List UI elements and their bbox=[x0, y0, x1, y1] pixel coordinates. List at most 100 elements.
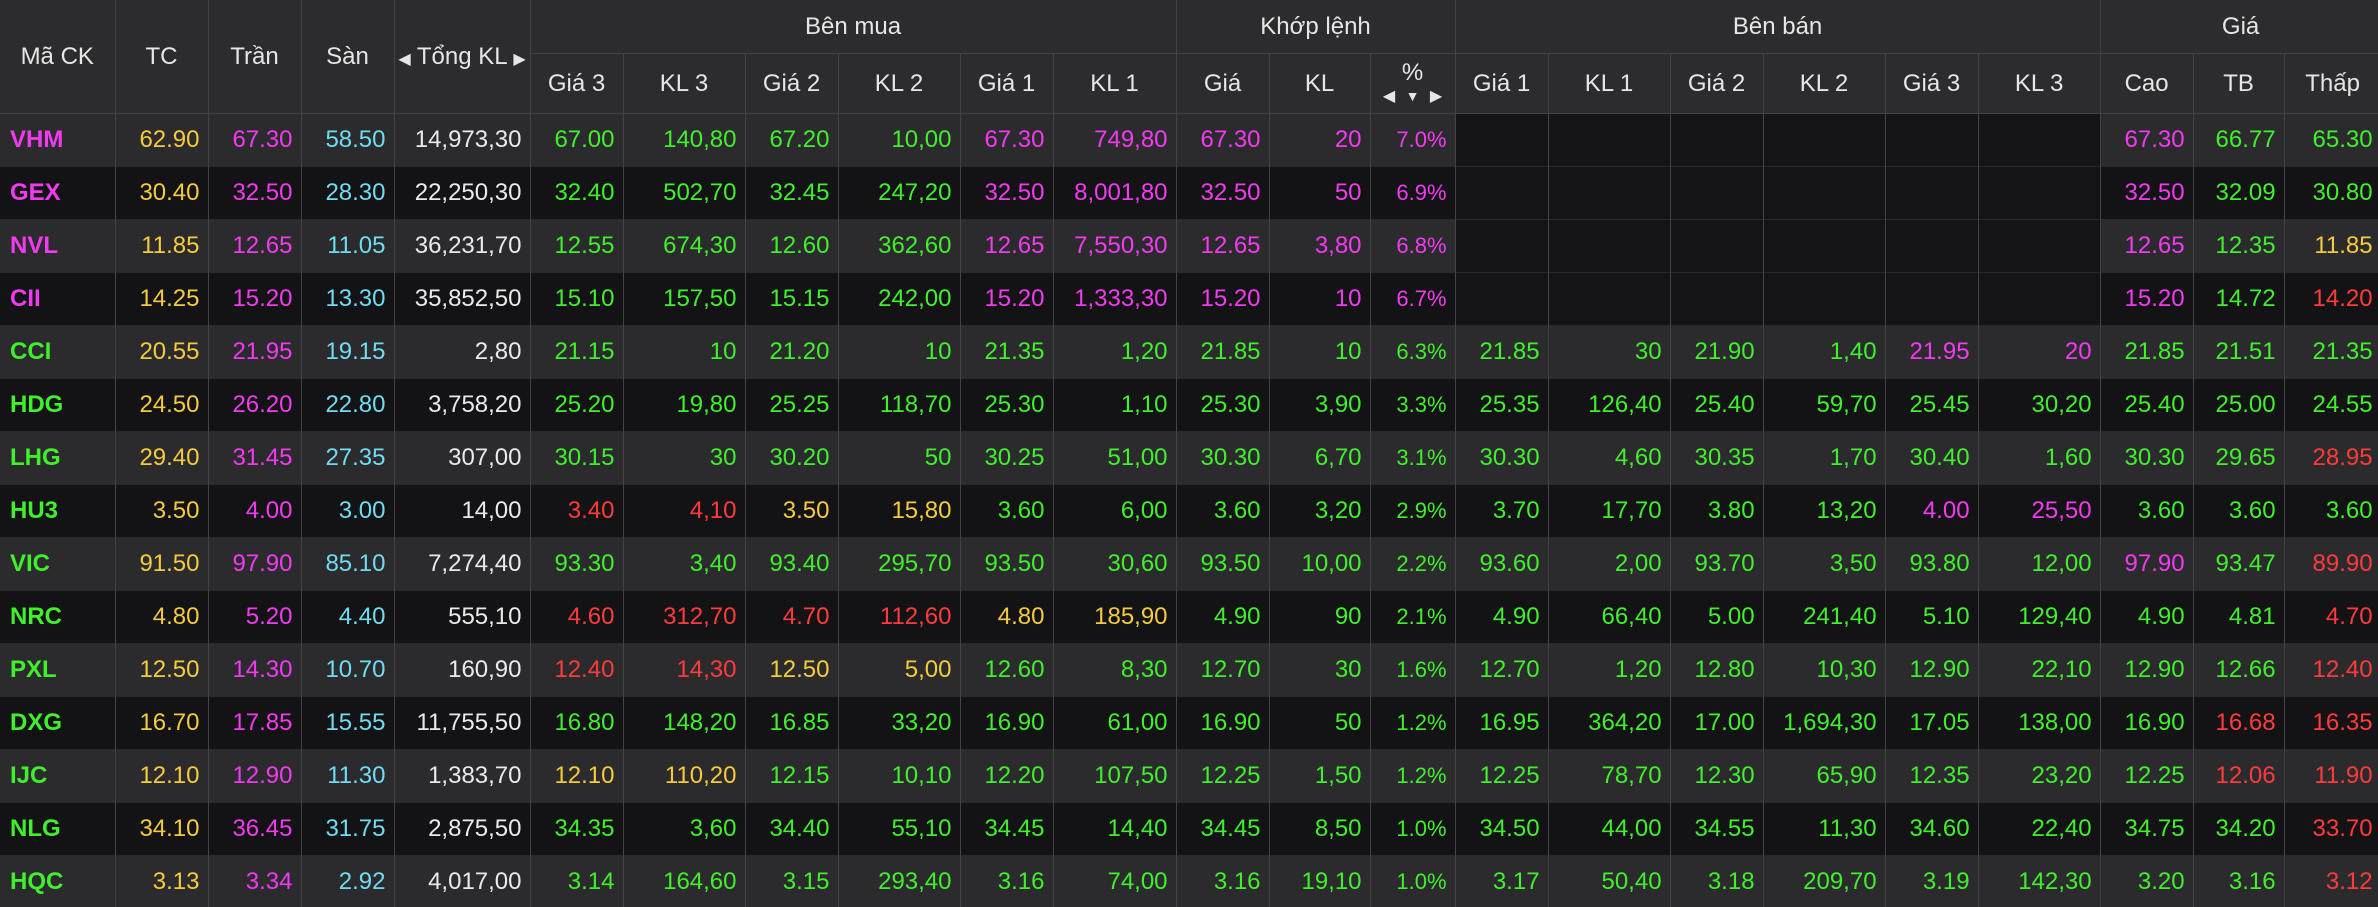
buy-kl2-cell[interactable]: 293,40 bbox=[838, 855, 961, 907]
sell-kl2-cell[interactable] bbox=[1763, 166, 1886, 220]
buy-kl1-cell[interactable]: 1,20 bbox=[1053, 325, 1177, 379]
sell-kl1-cell[interactable]: 1,20 bbox=[1548, 643, 1671, 697]
buy-gia3-cell[interactable]: 12.55 bbox=[530, 219, 624, 273]
symbol-cell[interactable]: HQC bbox=[0, 855, 116, 907]
symbol-cell[interactable]: GEX bbox=[0, 166, 116, 220]
buy-gia3-cell[interactable]: 21.15 bbox=[530, 325, 624, 379]
buy-kl2-cell[interactable]: 112,60 bbox=[838, 590, 961, 644]
sell-gia3-cell[interactable]: 93.80 bbox=[1885, 537, 1979, 591]
buy-gia2-cell[interactable]: 34.40 bbox=[745, 802, 839, 856]
header-cao[interactable]: Cao bbox=[2100, 53, 2194, 114]
header-buy-kl1[interactable]: KL 1 bbox=[1053, 53, 1177, 114]
sell-gia2-cell[interactable] bbox=[1670, 113, 1764, 167]
buy-gia1-cell[interactable]: 93.50 bbox=[960, 537, 1054, 591]
buy-kl1-cell[interactable]: 51,00 bbox=[1053, 431, 1177, 485]
triangle-left-icon[interactable]: ◀ bbox=[398, 50, 411, 68]
buy-kl3-cell[interactable]: 140,80 bbox=[623, 113, 746, 167]
table-row[interactable]: IJC 12.10 12.90 11.30 1,383,70 12.10 110,20 12.… bbox=[0, 749, 2378, 803]
sell-kl3-cell[interactable]: 138,00 bbox=[1978, 696, 2101, 750]
table-row[interactable]: CCI 20.55 21.95 19.15 2,80 21.15 10 21.20 10 21.3… bbox=[0, 325, 2378, 379]
buy-gia3-cell[interactable]: 3.14 bbox=[530, 855, 624, 907]
buy-kl2-cell[interactable]: 247,20 bbox=[838, 166, 961, 220]
sell-kl3-cell[interactable]: 12,00 bbox=[1978, 537, 2101, 591]
sell-kl1-cell[interactable] bbox=[1548, 219, 1671, 273]
symbol-cell[interactable]: PXL bbox=[0, 643, 116, 697]
buy-kl2-cell[interactable]: 10,00 bbox=[838, 113, 961, 167]
buy-gia1-cell[interactable]: 32.50 bbox=[960, 166, 1054, 220]
symbol-cell[interactable]: NVL bbox=[0, 219, 116, 273]
buy-gia1-cell[interactable]: 12.20 bbox=[960, 749, 1054, 803]
buy-kl2-cell[interactable]: 5,00 bbox=[838, 643, 961, 697]
buy-gia2-cell[interactable]: 32.45 bbox=[745, 166, 839, 220]
sell-gia1-cell[interactable]: 3.70 bbox=[1455, 484, 1549, 538]
buy-kl1-cell[interactable]: 61,00 bbox=[1053, 696, 1177, 750]
sell-kl1-cell[interactable]: 66,40 bbox=[1548, 590, 1671, 644]
sell-kl2-cell[interactable] bbox=[1763, 272, 1886, 326]
buy-gia2-cell[interactable]: 12.50 bbox=[745, 643, 839, 697]
sell-kl2-cell[interactable]: 10,30 bbox=[1763, 643, 1886, 697]
sell-gia1-cell[interactable] bbox=[1455, 113, 1549, 167]
header-tc[interactable]: TC bbox=[115, 0, 209, 114]
sell-gia1-cell[interactable] bbox=[1455, 219, 1549, 273]
header-sell-kl1[interactable]: KL 1 bbox=[1548, 53, 1671, 114]
header-tb[interactable]: TB bbox=[2193, 53, 2285, 114]
buy-kl1-cell[interactable]: 749,80 bbox=[1053, 113, 1177, 167]
sell-kl3-cell[interactable]: 20 bbox=[1978, 325, 2101, 379]
symbol-cell[interactable]: IJC bbox=[0, 749, 116, 803]
sell-gia3-cell[interactable]: 3.19 bbox=[1885, 855, 1979, 907]
sell-gia2-cell[interactable]: 25.40 bbox=[1670, 378, 1764, 432]
sell-gia3-cell[interactable]: 12.90 bbox=[1885, 643, 1979, 697]
header-sell-gia3[interactable]: Giá 3 bbox=[1885, 53, 1979, 114]
buy-kl3-cell[interactable]: 157,50 bbox=[623, 272, 746, 326]
table-row[interactable]: PXL 12.50 14.30 10.70 160,90 12.40 14,30 12.50 5… bbox=[0, 643, 2378, 697]
sell-kl2-cell[interactable]: 1,70 bbox=[1763, 431, 1886, 485]
buy-kl2-cell[interactable]: 118,70 bbox=[838, 378, 961, 432]
header-match-pct[interactable]: ◀ % ▼ ▶ bbox=[1370, 53, 1456, 114]
sell-gia1-cell[interactable] bbox=[1455, 272, 1549, 326]
sell-kl3-cell[interactable]: 1,60 bbox=[1978, 431, 2101, 485]
sell-kl2-cell[interactable]: 59,70 bbox=[1763, 378, 1886, 432]
sell-gia2-cell[interactable] bbox=[1670, 272, 1764, 326]
buy-gia3-cell[interactable]: 12.10 bbox=[530, 749, 624, 803]
buy-gia2-cell[interactable]: 3.50 bbox=[745, 484, 839, 538]
sell-kl3-cell[interactable]: 22,40 bbox=[1978, 802, 2101, 856]
sell-kl1-cell[interactable]: 17,70 bbox=[1548, 484, 1671, 538]
buy-gia3-cell[interactable]: 25.20 bbox=[530, 378, 624, 432]
table-row[interactable]: CII 14.25 15.20 13.30 35,852,50 15.10 157,50 15… bbox=[0, 272, 2378, 326]
table-row[interactable]: NLG 34.10 36.45 31.75 2,875,50 34.35 3,60 34.40… bbox=[0, 802, 2378, 856]
sell-kl3-cell[interactable]: 23,20 bbox=[1978, 749, 2101, 803]
buy-kl3-cell[interactable]: 3,40 bbox=[623, 537, 746, 591]
sell-kl1-cell[interactable]: 30 bbox=[1548, 325, 1671, 379]
header-buy-gia1[interactable]: Giá 1 bbox=[960, 53, 1054, 114]
sell-gia3-cell[interactable]: 25.45 bbox=[1885, 378, 1979, 432]
sell-kl1-cell[interactable]: 50,40 bbox=[1548, 855, 1671, 907]
buy-kl3-cell[interactable]: 110,20 bbox=[623, 749, 746, 803]
sell-gia2-cell[interactable] bbox=[1670, 166, 1764, 220]
buy-gia1-cell[interactable]: 3.60 bbox=[960, 484, 1054, 538]
buy-gia3-cell[interactable]: 32.40 bbox=[530, 166, 624, 220]
sell-gia2-cell[interactable]: 12.30 bbox=[1670, 749, 1764, 803]
buy-gia1-cell[interactable]: 3.16 bbox=[960, 855, 1054, 907]
sell-gia1-cell[interactable]: 4.90 bbox=[1455, 590, 1549, 644]
table-row[interactable]: HDG 24.50 26.20 22.80 3,758,20 25.20 19,80 25.2… bbox=[0, 378, 2378, 432]
header-buy-kl2[interactable]: KL 2 bbox=[838, 53, 961, 114]
buy-gia1-cell[interactable]: 21.35 bbox=[960, 325, 1054, 379]
sell-gia1-cell[interactable]: 34.50 bbox=[1455, 802, 1549, 856]
buy-kl1-cell[interactable]: 107,50 bbox=[1053, 749, 1177, 803]
buy-gia2-cell[interactable]: 12.15 bbox=[745, 749, 839, 803]
symbol-cell[interactable]: VIC bbox=[0, 537, 116, 591]
sell-kl3-cell[interactable] bbox=[1978, 272, 2101, 326]
header-sell-gia1[interactable]: Giá 1 bbox=[1455, 53, 1549, 114]
sell-kl3-cell[interactable] bbox=[1978, 219, 2101, 273]
sell-gia3-cell[interactable]: 30.40 bbox=[1885, 431, 1979, 485]
buy-gia2-cell[interactable]: 16.85 bbox=[745, 696, 839, 750]
buy-gia2-cell[interactable]: 30.20 bbox=[745, 431, 839, 485]
sell-kl2-cell[interactable]: 209,70 bbox=[1763, 855, 1886, 907]
table-row[interactable]: DXG 16.70 17.85 15.55 11,755,50 16.80 148,20 16… bbox=[0, 696, 2378, 750]
symbol-cell[interactable]: CCI bbox=[0, 325, 116, 379]
header-san[interactable]: Sàn bbox=[301, 0, 395, 114]
buy-kl1-cell[interactable]: 185,90 bbox=[1053, 590, 1177, 644]
sell-kl1-cell[interactable] bbox=[1548, 166, 1671, 220]
sell-kl1-cell[interactable]: 44,00 bbox=[1548, 802, 1671, 856]
buy-kl2-cell[interactable]: 362,60 bbox=[838, 219, 961, 273]
